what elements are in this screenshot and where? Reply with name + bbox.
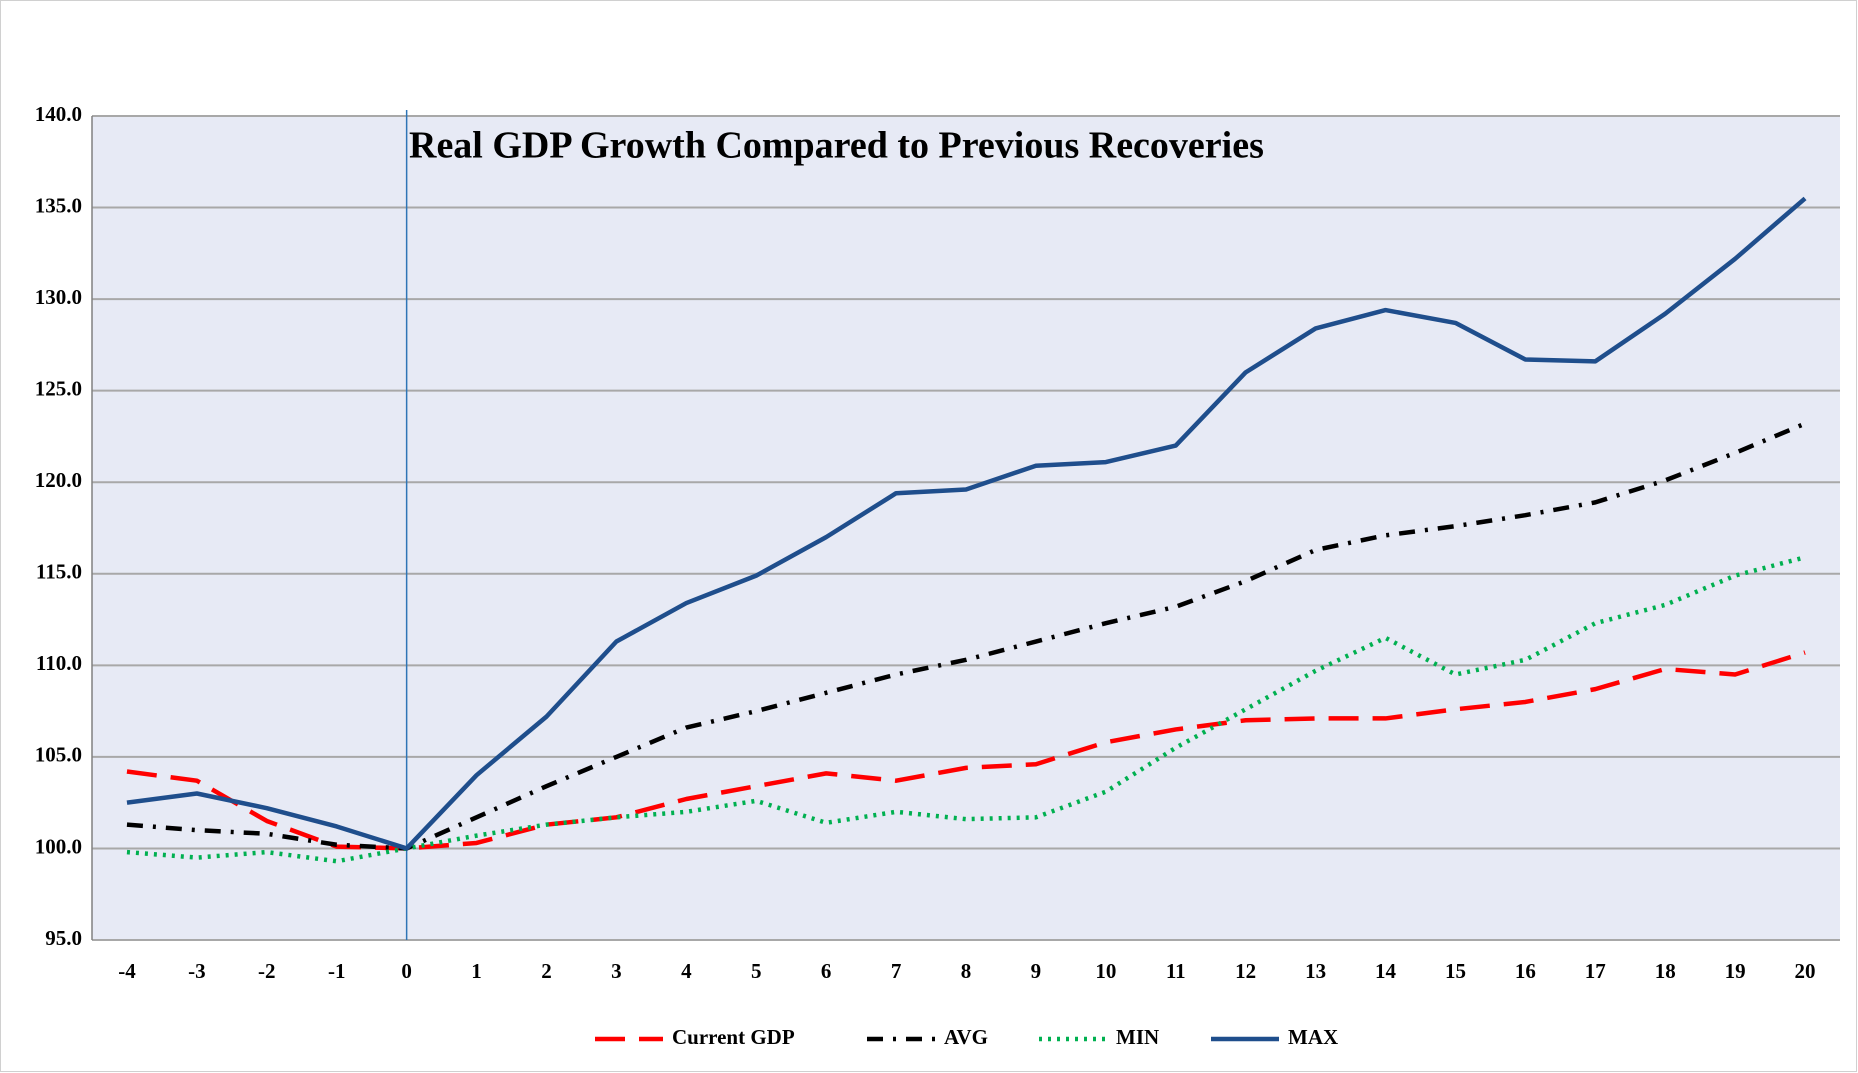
- y-tick-label: 130.0: [35, 285, 82, 309]
- y-tick-label: 120.0: [35, 468, 82, 492]
- legend-label: MIN: [1116, 1025, 1159, 1049]
- x-tick-label: 7: [891, 959, 902, 983]
- y-tick-label: 115.0: [36, 560, 82, 584]
- x-tick-label: 18: [1655, 959, 1676, 983]
- x-tick-label: 13: [1305, 959, 1326, 983]
- x-tick-label: 3: [611, 959, 622, 983]
- legend-label: Current GDP: [672, 1025, 795, 1049]
- series-line: [126, 650, 1806, 851]
- x-tick-label: 16: [1515, 959, 1536, 983]
- x-tick-label: -2: [258, 959, 276, 983]
- y-tick-label: 125.0: [35, 376, 82, 400]
- x-tick-label: 4: [681, 959, 692, 983]
- x-tick-label: 9: [1031, 959, 1042, 983]
- series-line: [126, 196, 1807, 851]
- x-tick-label: 17: [1585, 959, 1606, 983]
- y-tick-label: 100.0: [35, 834, 82, 858]
- x-tick-label: 19: [1725, 959, 1746, 983]
- y-tick-label: 105.0: [35, 743, 82, 767]
- y-tick-label: 110.0: [36, 651, 82, 675]
- x-tick-label: 15: [1445, 959, 1466, 983]
- chart-title: Real GDP Growth Compared to Previous Rec…: [409, 125, 1264, 167]
- x-tick-label: 10: [1095, 959, 1116, 983]
- x-tick-label: 6: [821, 959, 832, 983]
- x-tick-label: 14: [1375, 959, 1397, 983]
- y-tick-label: 95.0: [45, 926, 82, 950]
- plot-area: [92, 116, 1840, 940]
- x-tick-label: 2: [541, 959, 552, 983]
- x-tick-label: 0: [401, 959, 412, 983]
- legend-label: AVG: [944, 1025, 988, 1049]
- x-tick-label: -1: [328, 959, 346, 983]
- x-tick-label: 11: [1166, 959, 1186, 983]
- x-tick-label: 12: [1235, 959, 1256, 983]
- x-tick-label: 20: [1795, 959, 1816, 983]
- x-tick-label: 5: [751, 959, 762, 983]
- x-tick-label: 1: [471, 959, 482, 983]
- y-tick-label: 140.0: [35, 102, 82, 126]
- x-tick-label: -4: [118, 959, 136, 983]
- legend-label: MAX: [1288, 1025, 1338, 1049]
- y-tick-label: 135.0: [35, 193, 82, 217]
- x-tick-label: -3: [188, 959, 206, 983]
- x-tick-label: 8: [961, 959, 972, 983]
